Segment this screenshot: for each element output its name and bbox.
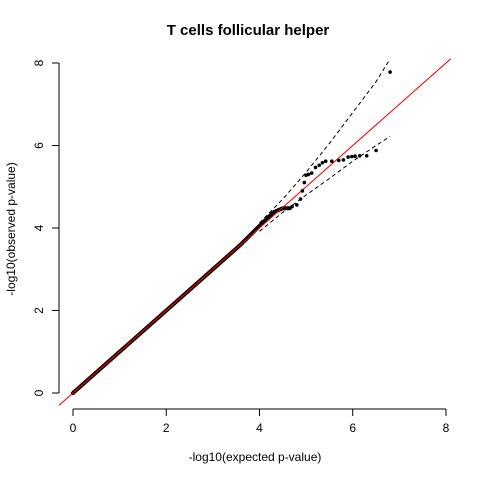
data-point	[313, 165, 318, 170]
x-axis-label: -log10(expected p-value)	[189, 450, 322, 464]
data-point	[320, 161, 325, 165]
y-axis: 0 2 4 6 8	[32, 59, 60, 396]
data-point	[295, 203, 299, 207]
data-point	[350, 154, 354, 159]
data-point	[388, 70, 392, 74]
x-tick-label: 6	[349, 421, 356, 435]
data-point	[306, 172, 311, 177]
data-point	[323, 159, 328, 163]
y-tick-label: 2	[32, 307, 46, 314]
y-tick-label: 6	[32, 142, 46, 149]
data-point	[317, 163, 322, 168]
data-point	[374, 148, 378, 153]
plot-area	[59, 58, 451, 406]
x-tick-label: 8	[443, 421, 450, 435]
data-point	[298, 197, 303, 201]
y-tick-label: 4	[32, 224, 46, 231]
data-point	[346, 155, 350, 159]
data-point	[302, 180, 307, 185]
data-point	[330, 159, 334, 163]
y-tick-label: 8	[32, 59, 46, 66]
y-tick-label: 0	[32, 389, 46, 396]
points-dense-band	[71, 206, 292, 395]
data-point	[290, 204, 294, 209]
reference-line-overlay	[59, 58, 451, 406]
x-tick-label: 4	[256, 421, 263, 435]
y-axis-label: -log10(observed p-value)	[4, 162, 18, 295]
data-point	[364, 154, 369, 158]
confidence-upper-bound	[259, 58, 391, 224]
data-point	[337, 158, 341, 163]
data-point	[353, 154, 357, 158]
data-point	[309, 171, 314, 175]
x-tick-label: 2	[163, 421, 170, 435]
confidence-lower-bound	[259, 135, 391, 232]
data-point	[300, 189, 305, 193]
chart-title: T cells follicular helper	[167, 22, 330, 39]
data-point	[357, 154, 362, 158]
x-axis: 0 2 4 6 8	[70, 408, 450, 435]
x-tick-label: 0	[70, 421, 77, 435]
data-point	[341, 158, 346, 162]
